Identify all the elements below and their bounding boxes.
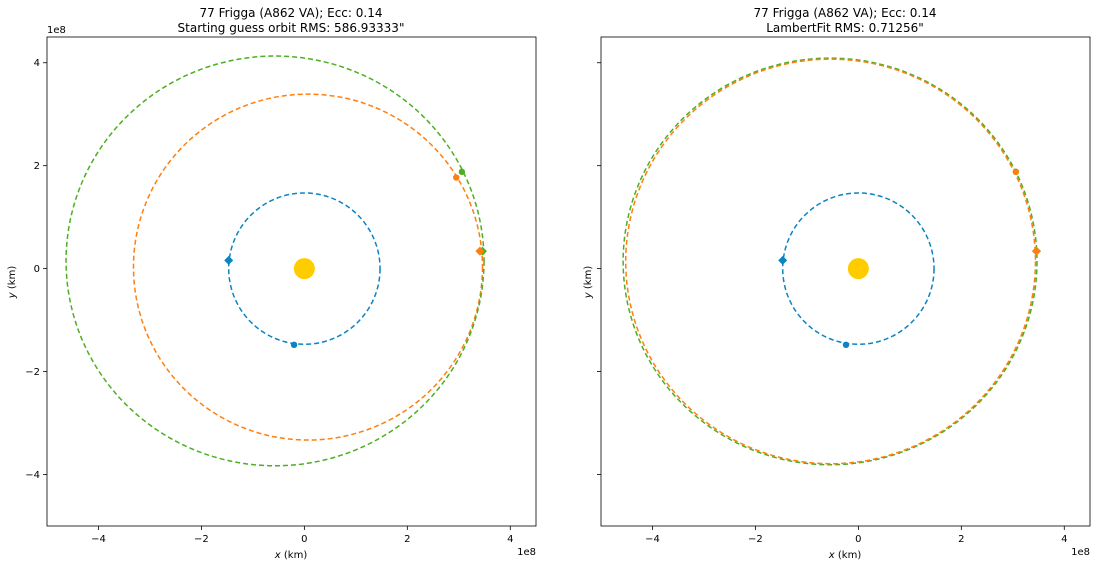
sun-marker <box>847 258 869 280</box>
x-tick-label: −2 <box>194 534 209 545</box>
chart-title-line2: Starting guess orbit RMS: 586.93333" <box>178 21 405 35</box>
diamond-marker <box>224 255 234 265</box>
orbit-path <box>622 57 1038 466</box>
x-tick-label: −4 <box>91 534 106 545</box>
y-axis-label: y (km) <box>7 266 18 300</box>
orbit-path <box>624 58 1037 465</box>
circle-marker <box>842 341 850 349</box>
x-tick-label: 0 <box>855 534 861 545</box>
chart-title-line1: 77 Frigga (A862 VA); Ecc: 0.14 <box>754 6 937 20</box>
y-tick-label: 0 <box>34 264 40 275</box>
x-tick-label: −2 <box>748 534 763 545</box>
y-axis-label-var: y <box>583 291 594 299</box>
x-axis-label-var: x <box>274 550 281 561</box>
circle-marker <box>458 168 466 176</box>
x-axis-label-var: x <box>828 550 835 561</box>
y-axis-label-var: y <box>7 291 18 299</box>
chart-panel-right: 77 Frigga (A862 VA); Ecc: 0.14 LambertFi… <box>583 6 1091 561</box>
sun-marker <box>293 258 315 280</box>
orbit-path <box>132 93 484 441</box>
axis-ticks: −4 −2 0 2 4 <box>597 62 1067 545</box>
chart-title-line1: 77 Frigga (A862 VA); Ecc: 0.14 <box>200 6 383 20</box>
y-tick-label: 2 <box>34 161 40 172</box>
chart-title-line2: LambertFit RMS: 0.71256" <box>766 21 924 35</box>
x-offset-label: 1e8 <box>517 547 536 558</box>
circle-marker <box>453 174 460 181</box>
plot-area <box>622 57 1041 466</box>
plot-frame <box>46 36 537 527</box>
chart-panel-left: 77 Frigga (A862 VA); Ecc: 0.14 Starting … <box>7 6 537 561</box>
y-axis-label: y (km) <box>583 266 594 300</box>
x-axis-label-unit: (km) <box>835 550 862 561</box>
x-tick-label: 2 <box>404 534 410 545</box>
circle-marker <box>1012 168 1020 176</box>
circle-marker <box>290 341 298 349</box>
y-axis-label-unit: (km) <box>7 266 18 293</box>
y-tick-label: −4 <box>25 470 40 481</box>
x-tick-label: −4 <box>645 534 660 545</box>
diamond-marker <box>1031 246 1041 256</box>
x-tick-label: 4 <box>507 534 513 545</box>
x-tick-label: 0 <box>301 534 307 545</box>
x-axis-label: x (km) <box>828 550 862 561</box>
orbit-path <box>65 55 485 467</box>
orbit-path <box>781 192 935 346</box>
axis-ticks: −4 −2 0 2 4 −4 −2 0 2 4 <box>25 58 513 545</box>
x-axis-label: x (km) <box>274 550 308 561</box>
orbit-path <box>227 192 381 346</box>
diamond-marker <box>475 246 485 256</box>
x-offset-label: 1e8 <box>1071 547 1090 558</box>
y-axis-label-unit: (km) <box>583 266 594 293</box>
x-axis-label-unit: (km) <box>281 550 308 561</box>
plot-area <box>65 55 487 467</box>
diamond-marker <box>778 255 788 265</box>
y-tick-label: 4 <box>34 58 40 69</box>
y-tick-label: −2 <box>25 367 40 378</box>
x-tick-label: 4 <box>1061 534 1067 545</box>
y-offset-label: 1e8 <box>47 25 66 36</box>
x-tick-label: 2 <box>958 534 964 545</box>
plot-frame <box>600 36 1091 527</box>
